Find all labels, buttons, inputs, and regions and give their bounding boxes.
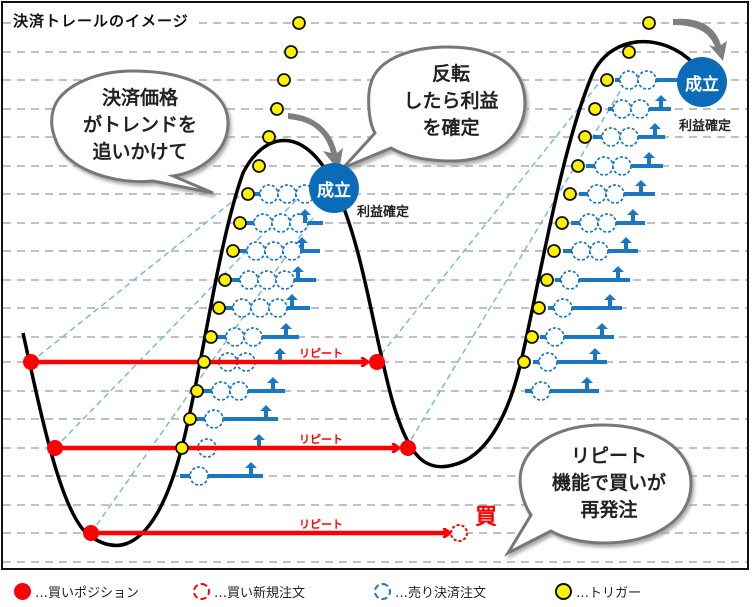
bubble-line: がトレンドを bbox=[82, 114, 197, 136]
bubble-line: 再発注 bbox=[580, 499, 638, 521]
new-buy-order bbox=[450, 524, 468, 542]
bubble-line: 反転 bbox=[431, 63, 470, 85]
repeat-label: リピート bbox=[299, 433, 343, 446]
bubble-line: を確定 bbox=[422, 117, 480, 139]
right-sell-order-circles bbox=[531, 70, 657, 401]
bubble-line: リピート bbox=[570, 445, 647, 467]
repeat-label: リピート bbox=[299, 518, 343, 531]
legend: …買いポジション …買い新規注文 …売り決済注文 …トリガー bbox=[0, 578, 752, 607]
order-link-lines bbox=[30, 77, 629, 534]
diagram-frame: 決済トレールのイメージ 決済価格 がトレンドを 追いかけて 反転 したら利益 を… bbox=[1, 1, 749, 570]
bubble-line: 決済価格 bbox=[101, 87, 178, 109]
red-dashed-circle-icon bbox=[193, 583, 210, 600]
legend-item-buy-position: …買いポジション bbox=[14, 582, 139, 601]
repeat-bubble bbox=[503, 423, 693, 557]
buy-char-label: 買 bbox=[475, 505, 498, 530]
legend-label: …トリガー bbox=[576, 586, 642, 601]
legend-item-sell-settle-order: …売り決済注文 bbox=[374, 582, 486, 601]
reversal-arrow-right bbox=[673, 18, 727, 61]
reversal-bubble-text: 反転 したら利益 を確定 bbox=[381, 61, 521, 142]
bubble-line: 機能で買いが bbox=[551, 472, 666, 494]
execution-badge-right: 成立 bbox=[677, 57, 727, 107]
yellow-circle-icon bbox=[555, 583, 572, 600]
repeat-bubble-text: リピート 機能で買いが 再発注 bbox=[531, 443, 687, 524]
execution-badge-left: 成立 bbox=[309, 163, 359, 213]
legend-item-new-buy-order: …買い新規注文 bbox=[193, 582, 305, 601]
trail-diagram bbox=[3, 16, 747, 563]
left-up-arrows bbox=[245, 209, 311, 476]
reversal-bubble bbox=[341, 45, 527, 170]
legend-label: …買いポジション bbox=[35, 586, 140, 601]
triggers bbox=[175, 16, 656, 455]
price-line bbox=[21, 40, 695, 548]
right-up-arrows bbox=[581, 95, 667, 391]
left-sell-order-circles bbox=[189, 184, 315, 486]
repeat-label: リピート bbox=[299, 347, 343, 360]
red-filled-circle-icon bbox=[14, 583, 31, 600]
legend-label: …買い新規注文 bbox=[214, 586, 306, 601]
legend-item-trigger: …トリガー bbox=[555, 582, 641, 601]
legend-label: …売り決済注文 bbox=[395, 586, 487, 601]
trend-bubble bbox=[50, 69, 230, 195]
bubble-line: したら利益 bbox=[403, 90, 499, 112]
diagram-title: 決済トレールのイメージ bbox=[13, 10, 193, 31]
reversal-arrow-left bbox=[288, 113, 343, 171]
trend-bubble-text: 決済価格 がトレンドを 追いかけて bbox=[65, 85, 215, 166]
profit-label-right: 利益確定 bbox=[679, 119, 732, 134]
profit-label-left: 利益確定 bbox=[357, 205, 410, 220]
buy-positions bbox=[23, 354, 416, 541]
bubble-line: 追いかけて bbox=[92, 141, 188, 163]
blue-dashed-circle-icon bbox=[374, 583, 391, 600]
